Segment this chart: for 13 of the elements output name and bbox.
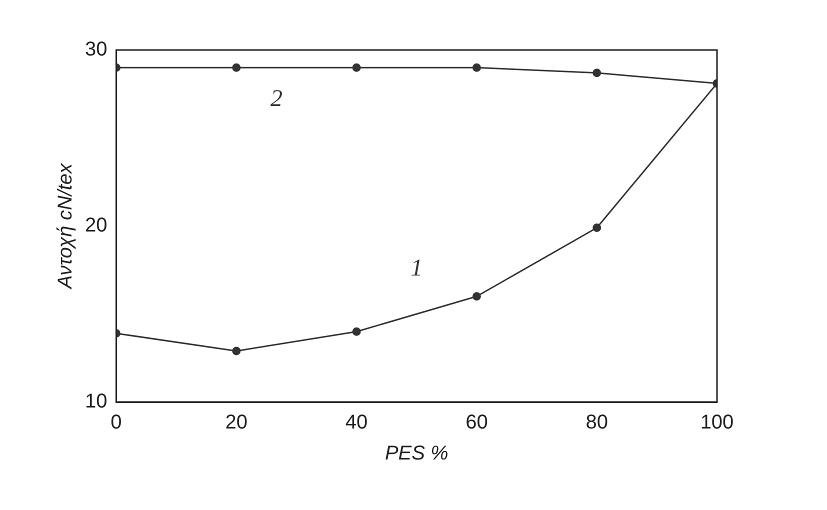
x-tick-label: 20 (225, 412, 248, 434)
y-tick-label: 20 (84, 214, 108, 237)
x-tick-label: 60 (466, 412, 488, 434)
x-tick-label: 40 (345, 412, 368, 434)
x-tick-label: 0 (110, 412, 122, 434)
y-tick-label: 30 (84, 38, 108, 61)
series-label: 2 (270, 86, 282, 112)
y-axis-title: Αντοχή cN/tex (54, 162, 77, 290)
x-axis-title: PES % (384, 442, 448, 465)
y-tick-label: 10 (84, 390, 108, 413)
x-tick-label: 100 (700, 412, 734, 434)
series-label: 1 (410, 255, 423, 282)
x-tick-label: 80 (586, 412, 608, 434)
